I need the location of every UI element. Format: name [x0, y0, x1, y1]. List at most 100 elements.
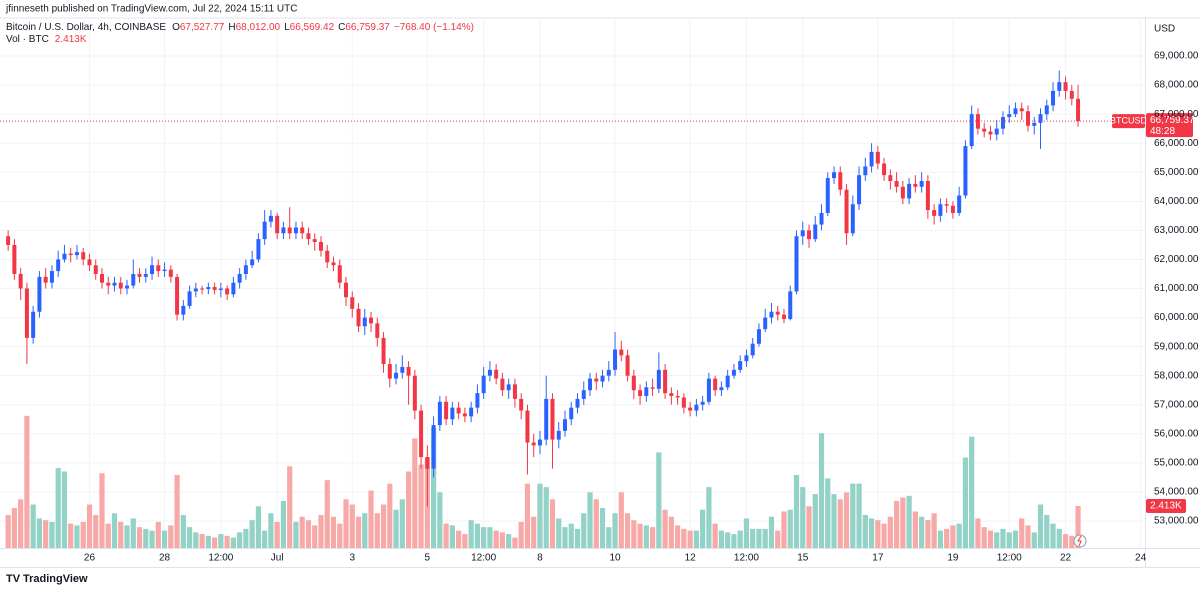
volume-bar — [186, 527, 193, 548]
volume-bar — [255, 506, 262, 548]
candle-body — [218, 288, 223, 290]
volume-bar — [599, 508, 606, 548]
volume-bar — [812, 494, 818, 548]
volume-bar — [11, 508, 17, 548]
candle-body — [800, 230, 805, 237]
y-tick-label: 63,000.00 — [1154, 225, 1199, 236]
candle-body — [925, 180, 930, 211]
volume-bar — [274, 521, 280, 548]
candle-body — [950, 205, 955, 213]
volume-bar — [262, 530, 268, 548]
candle-body — [838, 172, 843, 190]
symbol-tag-text: BTCUSD — [1110, 116, 1148, 126]
volume-bar — [612, 513, 618, 548]
candle-body — [750, 343, 755, 356]
volume-bar — [293, 521, 299, 548]
candle-body — [256, 239, 261, 260]
candle-body — [462, 413, 467, 417]
x-tick-label: 28 — [159, 553, 171, 564]
volume-bar — [537, 483, 543, 548]
candle-body — [306, 233, 311, 240]
volume-bar — [230, 537, 236, 548]
volume-bar — [831, 494, 837, 548]
candle-body — [293, 227, 298, 234]
volume-bar — [574, 528, 581, 548]
y-tick-label: 56,000.00 — [1154, 428, 1199, 439]
volume-bar — [1012, 530, 1019, 548]
candle-body — [519, 398, 524, 411]
candle-body — [575, 398, 580, 408]
volume-bar — [862, 514, 868, 548]
candle-body — [106, 282, 111, 286]
candle-body — [581, 390, 586, 399]
candle-body — [43, 276, 48, 283]
candle-body — [1007, 114, 1012, 118]
volume-bar — [906, 495, 912, 548]
volume-bar — [731, 534, 737, 548]
volume-bar — [875, 520, 881, 548]
volume-bar — [299, 516, 305, 548]
volume-bar — [330, 516, 337, 548]
candle-body — [1013, 108, 1018, 115]
candle-body — [719, 387, 724, 391]
candle-body — [512, 384, 517, 399]
volume-bar — [412, 438, 418, 548]
candle-body — [656, 369, 661, 389]
candle-body — [825, 178, 830, 213]
candle-body — [281, 227, 286, 234]
volume-bar — [950, 525, 956, 548]
candle-body — [1032, 122, 1037, 126]
candle-body — [932, 210, 937, 216]
volume-bar — [174, 474, 180, 548]
candle-body — [756, 329, 761, 344]
volume-bar — [280, 501, 287, 548]
candle-body — [600, 375, 605, 382]
candle-body — [644, 387, 649, 397]
volume-bar — [1025, 525, 1031, 548]
candle-body — [694, 404, 699, 411]
volume-bar — [681, 528, 687, 548]
volume-bar — [562, 527, 568, 548]
volume-bar — [518, 521, 524, 548]
candle-body — [162, 269, 167, 272]
candle-body — [150, 265, 155, 274]
volume-bar — [781, 511, 787, 548]
volume-bar — [643, 525, 649, 548]
candle-body — [187, 291, 192, 306]
candle-body — [506, 384, 511, 391]
volume-bar — [437, 492, 443, 548]
candle-body — [68, 253, 73, 256]
x-tick-label: 10 — [609, 553, 621, 564]
volume-bar — [900, 497, 906, 548]
candle-body — [143, 273, 148, 277]
candle-body — [832, 172, 837, 179]
volume-bar — [243, 528, 249, 548]
volume-bar — [118, 521, 124, 548]
volume-bar — [468, 520, 474, 548]
candle-body — [406, 366, 411, 376]
candle-body — [807, 230, 812, 240]
candle-body — [1038, 114, 1043, 123]
candle-body — [888, 175, 893, 181]
y-tick-label: 64,000.00 — [1154, 196, 1199, 207]
volume-bar — [493, 530, 499, 548]
candle-body — [982, 128, 987, 132]
volume-bar — [737, 530, 743, 548]
candle-body — [562, 419, 567, 431]
candle-body — [487, 369, 492, 376]
candle-body — [444, 401, 449, 420]
candle-body — [706, 378, 711, 402]
volume-bar — [374, 513, 380, 548]
candle-body — [994, 128, 999, 135]
volume-bar — [456, 530, 462, 548]
volume-bar — [675, 525, 681, 548]
candle-body — [350, 297, 355, 309]
candle-body — [1063, 82, 1068, 91]
volume-bar — [93, 514, 99, 548]
volume-bar — [718, 530, 725, 548]
volume-bar — [499, 532, 506, 548]
candle-body — [275, 215, 280, 234]
volume-bar — [74, 525, 80, 548]
volume-bar — [881, 523, 887, 548]
candle-body — [525, 410, 530, 443]
